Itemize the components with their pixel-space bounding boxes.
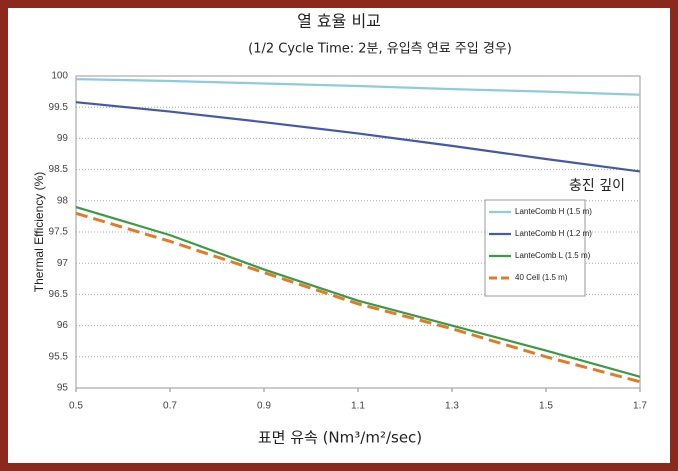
chart-subtitle: (1/2 Cycle Time: 2분, 유입측 연료 주입 경우) — [248, 42, 512, 57]
plot-frame — [75, 75, 641, 389]
series-line — [75, 205, 641, 378]
y-tick-label: 97.5 — [49, 227, 69, 238]
x-tick-label: 0.5 — [69, 401, 83, 412]
x-tick-label: 1.1 — [351, 401, 365, 412]
legend-label: 40 Cell (1.5 m) — [515, 273, 568, 282]
series-line — [75, 211, 641, 384]
legend-label: LanteComb L (1.5 m) — [515, 251, 591, 260]
y-tick-label: 97 — [57, 258, 69, 269]
x-axis-title: 표면 유속 (Nm³/m²/sec) — [258, 429, 422, 447]
x-tick-label: 1.3 — [445, 401, 459, 412]
y-tick-label: 95.5 — [49, 351, 69, 362]
annotation: 충진 깊이 — [569, 178, 625, 194]
x-tick-label: 0.9 — [257, 401, 271, 412]
y-tick-label: 96.5 — [49, 289, 69, 300]
legend-label: LanteComb H (1.5 m) — [515, 207, 592, 216]
series-line — [75, 101, 641, 173]
legend-label: LanteComb H (1.2 m) — [515, 229, 592, 238]
y-tick-label: 99 — [57, 133, 69, 144]
x-tick-label: 1.5 — [539, 401, 553, 412]
y-tick-label: 100 — [51, 71, 68, 82]
chart-title: 열 효율 비교 — [297, 12, 381, 31]
series-line — [75, 78, 641, 96]
x-tick-label: 1.7 — [633, 401, 647, 412]
y-tick-label: 99.5 — [49, 102, 69, 113]
y-axis-title: Thermal Efficiency (%) — [32, 172, 46, 292]
y-tick-label: 96 — [57, 320, 69, 331]
x-tick-label: 0.7 — [163, 401, 177, 412]
y-tick-label: 98.5 — [49, 164, 69, 175]
y-tick-label: 98 — [57, 195, 69, 206]
legend-box — [484, 199, 586, 297]
y-tick-label: 95 — [57, 383, 69, 394]
